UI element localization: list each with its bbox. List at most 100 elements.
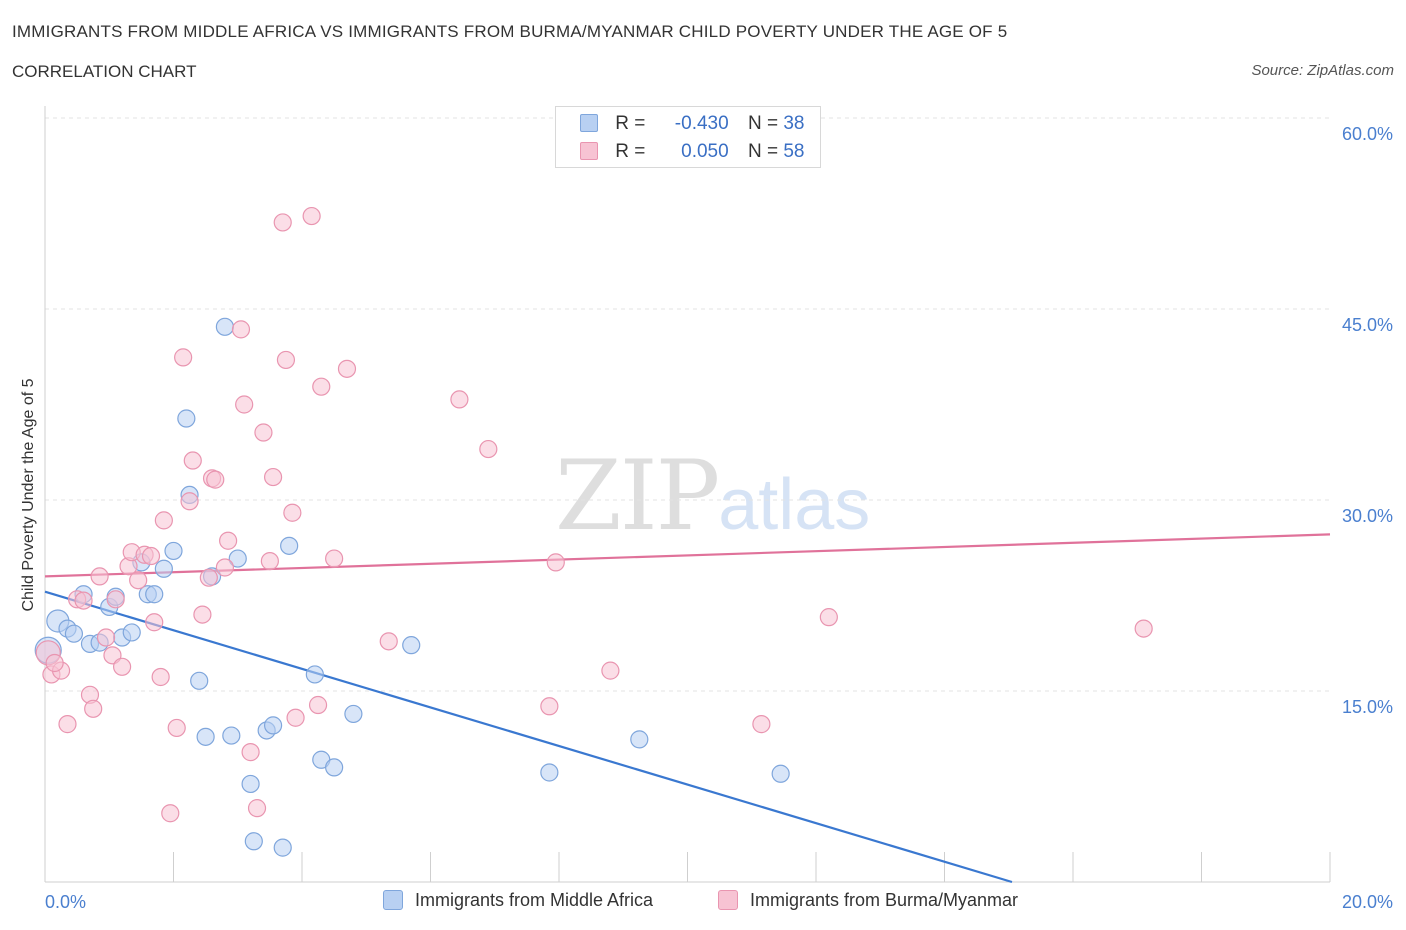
middle-africa-point <box>244 832 263 851</box>
y-axis-label: Child Poverty Under the Age of 5 <box>20 378 37 611</box>
middle-africa-trendline <box>44 590 1013 884</box>
burma-point <box>1134 619 1153 638</box>
burma-point <box>151 667 170 687</box>
burma-point <box>312 377 331 396</box>
burma-point <box>286 708 305 727</box>
middle-africa-point <box>228 549 247 568</box>
burma-point <box>193 605 212 624</box>
middle-africa-point <box>263 716 283 735</box>
burma-point <box>183 451 202 470</box>
legend-r-value: -0.430 <box>674 113 729 134</box>
legend-r-label: R = <box>615 141 646 162</box>
burma-point <box>546 553 565 572</box>
middle-africa-point <box>222 726 241 745</box>
burma-point <box>161 804 180 823</box>
middle-africa-point <box>154 559 173 578</box>
legend-n-label: N = <box>747 113 779 134</box>
middle-africa-point <box>344 704 363 724</box>
legend-r-label: R = <box>615 113 646 134</box>
middle-africa-point <box>325 758 344 777</box>
burma-point <box>479 439 498 459</box>
burma-point <box>141 546 161 566</box>
burma-point <box>174 348 193 367</box>
zipatlas-watermark: ZIPatlas <box>555 440 870 552</box>
blue-swatch <box>383 890 403 910</box>
legend-n-label: N = <box>747 141 779 162</box>
x-tick-label: 20.0% <box>1342 892 1393 912</box>
burma-point <box>215 558 234 577</box>
burma-point <box>247 799 267 818</box>
burma-point <box>254 423 273 442</box>
y-tick-label: 45.0% <box>1342 315 1393 335</box>
burma-point <box>302 206 321 226</box>
burma-point <box>206 470 225 489</box>
burma-point <box>241 743 260 762</box>
middle-africa-point <box>215 317 234 336</box>
legend-r-value: 0.050 <box>681 141 729 162</box>
legend-row-middle-africa: R = -0.430 N = 38 <box>580 113 804 137</box>
legend-row-burma: R = 0.050 N = 58 <box>580 141 804 165</box>
series-name-burma: Immigrants from Burma/Myanmar <box>750 890 1019 910</box>
burma-point <box>58 715 77 734</box>
y-tick-label: 15.0% <box>1342 697 1393 717</box>
chart-subtitle: CORRELATION CHART <box>12 62 197 81</box>
burma-point <box>283 503 302 522</box>
middle-africa-point <box>273 838 292 857</box>
middle-africa-point <box>305 665 324 684</box>
burma-point <box>325 549 344 568</box>
burma-point <box>260 552 279 571</box>
watermark-atlas: atlas <box>718 465 871 545</box>
middle-africa-point <box>190 671 209 690</box>
burma-point <box>235 395 254 414</box>
series-name-middle-africa: Immigrants from Middle Africa <box>415 890 654 910</box>
middle-africa-point <box>280 536 299 555</box>
burma-point <box>276 350 296 370</box>
middle-africa-point <box>64 624 84 643</box>
burma-point <box>752 715 771 734</box>
burma-point <box>601 661 620 680</box>
bottom-legend-burma: Immigrants from Burma/Myanmar <box>718 890 1018 911</box>
source-label: Source: ZipAtlas.com <box>1251 62 1394 79</box>
burma-point <box>819 608 838 627</box>
burma-point <box>106 590 125 609</box>
watermark-zip: ZIP <box>555 440 720 552</box>
middle-africa-point <box>771 764 790 783</box>
burma-point <box>112 657 132 676</box>
burma-trendline <box>44 533 1331 578</box>
burma-point <box>45 653 64 673</box>
burma-point <box>308 695 328 715</box>
trend-layer <box>44 533 1331 884</box>
burma-point <box>450 390 469 409</box>
middle-africa-point <box>630 730 649 749</box>
pink-swatch <box>580 142 598 160</box>
middle-africa-point <box>402 636 421 655</box>
x-tick-label: 0.0% <box>45 892 86 912</box>
axis-layer: 15.0% 30.0% 45.0% 60.0% 0.0% 20.0% <box>44 106 1393 912</box>
middle-africa-point <box>164 541 183 561</box>
pink-swatch <box>718 890 738 910</box>
burma-point <box>145 613 164 632</box>
legend-n-value: 38 <box>783 113 805 134</box>
chart-title: IMMIGRANTS FROM MIDDLE AFRICA VS IMMIGRA… <box>12 22 1008 41</box>
legend-n-value: 58 <box>783 141 805 162</box>
correlation-legend: R = -0.430 N = 38 R = 0.050 N = 58 <box>555 106 821 168</box>
burma-point <box>167 718 186 738</box>
burma-point <box>337 359 357 378</box>
burma-point <box>199 568 218 587</box>
burma-point <box>273 213 292 232</box>
burma-point <box>90 567 109 586</box>
burma-point <box>84 699 103 718</box>
burma-point <box>540 697 559 716</box>
burma-point <box>219 531 238 550</box>
blue-swatch <box>580 114 598 132</box>
burma-point <box>129 571 148 590</box>
burma-point <box>74 591 93 610</box>
y-tick-label: 60.0% <box>1342 124 1393 144</box>
middle-africa-point <box>196 727 215 746</box>
burma-point <box>180 492 199 511</box>
burma-point <box>154 511 173 530</box>
burma-point <box>263 467 283 487</box>
point-layer <box>34 206 1153 857</box>
middle-africa-point <box>540 763 559 782</box>
